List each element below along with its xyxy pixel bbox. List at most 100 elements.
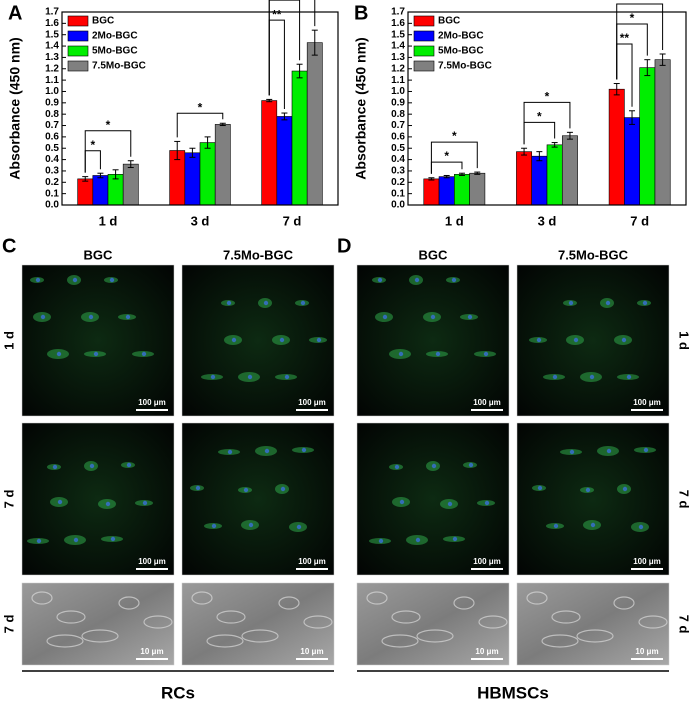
nucleus: [88, 314, 94, 320]
significance-bracket: [84, 150, 101, 173]
surface-feature: [453, 596, 475, 610]
error-bar: [458, 172, 465, 176]
nucleus: [430, 314, 436, 320]
bar: [276, 116, 293, 206]
group-label: RCs: [161, 683, 195, 702]
scale-bar-label: 100 μm: [633, 398, 661, 407]
micrograph: [356, 582, 510, 666]
bar: [438, 176, 455, 206]
legend-label: 7.5Mo-BGC: [92, 61, 146, 72]
scale-bar-label: 100 μm: [298, 557, 326, 566]
scale-bar-label: 100 μm: [633, 557, 661, 566]
legend-label: 2Mo-BGC: [438, 31, 484, 42]
nucleus: [451, 277, 457, 283]
y-axis-label: Absorbance (450 nm): [7, 37, 23, 179]
bar: [639, 67, 656, 206]
error-bar: [189, 147, 196, 158]
nucleus: [226, 300, 232, 306]
row-label: 7 d: [677, 615, 692, 634]
nucleus: [643, 447, 649, 453]
surface-feature: [303, 615, 333, 629]
significance-bracket: [430, 141, 478, 174]
nucleus: [195, 485, 201, 491]
y-tick-label: 0.8: [391, 109, 405, 120]
y-tick-label: 1.3: [45, 52, 59, 63]
bar: [261, 100, 278, 206]
nucleus: [263, 300, 269, 306]
y-tick-label: 1.5: [45, 29, 59, 40]
nucleus: [89, 463, 95, 469]
y-axis-label: Absorbance (450 nm): [353, 37, 369, 179]
micrograph: [356, 422, 510, 576]
legend-swatch: [413, 30, 435, 42]
nucleus: [40, 314, 46, 320]
nucleus: [398, 351, 404, 357]
scale-bar-label: 10 μm: [140, 647, 163, 656]
significance-bracket: [523, 101, 571, 145]
significance-label: **: [635, 0, 645, 5]
significance-label: **: [620, 31, 630, 45]
column-header: 7.5Mo-BGC: [558, 247, 629, 262]
bar: [546, 144, 563, 206]
error-bar: [659, 53, 666, 66]
error-bar: [127, 160, 134, 169]
error-bar: [281, 112, 288, 121]
y-tick-label: 0.0: [45, 200, 59, 211]
nucleus: [606, 448, 612, 454]
nucleus: [279, 337, 285, 343]
nucleus: [377, 277, 383, 283]
y-tick-label: 0.6: [45, 132, 59, 143]
significance-label: *: [630, 11, 635, 25]
nucleus: [568, 300, 574, 306]
surface-feature: [216, 610, 246, 624]
legend-swatch: [413, 60, 435, 72]
surface-feature: [526, 591, 548, 605]
bar: [199, 142, 216, 206]
micrograph: [21, 264, 175, 417]
y-tick-label: 0.1: [45, 188, 59, 199]
nucleus: [301, 447, 307, 453]
micrograph: [356, 264, 510, 417]
significance-bracket: [176, 112, 224, 138]
nucleus: [642, 300, 648, 306]
y-tick-label: 1.7: [45, 7, 59, 18]
micrograph: [181, 264, 335, 417]
y-tick-label: 0.3: [391, 166, 405, 177]
nucleus: [626, 374, 632, 380]
y-tick-label: 1.2: [391, 63, 405, 74]
legend-swatch: [67, 45, 89, 57]
nucleus: [243, 487, 249, 493]
bar: [214, 124, 231, 206]
bar: [184, 152, 201, 206]
y-tick-label: 1.4: [391, 41, 405, 52]
micrograph: [181, 582, 335, 666]
surface-feature: [478, 615, 508, 629]
y-tick-label: 0.7: [45, 120, 59, 131]
error-bar: [296, 63, 303, 79]
nucleus: [394, 464, 400, 470]
significance-bracket: [268, 19, 285, 110]
y-tick-label: 0.4: [45, 154, 59, 165]
error-bar: [112, 169, 119, 180]
nucleus: [484, 500, 490, 506]
nucleus: [105, 501, 111, 507]
nucleus: [447, 501, 453, 507]
significance-bracket: [84, 130, 132, 173]
error-bar: [474, 171, 481, 175]
nucleus: [467, 314, 473, 320]
nucleus: [125, 314, 131, 320]
nucleus: [483, 351, 489, 357]
surface-feature: [366, 591, 388, 605]
row-label: 7 d: [1, 615, 16, 634]
nucleus: [141, 351, 147, 357]
y-tick-label: 0.5: [45, 143, 59, 154]
y-tick-label: 1.1: [45, 75, 59, 86]
column-header: BGC: [84, 247, 114, 262]
nucleus: [585, 487, 591, 493]
micrograph: [516, 422, 670, 576]
x-tick-label: 3 d: [538, 213, 557, 228]
significance-label: *: [444, 149, 449, 163]
nucleus: [36, 538, 42, 544]
significance-bracket: [430, 161, 463, 174]
nucleus: [126, 462, 132, 468]
